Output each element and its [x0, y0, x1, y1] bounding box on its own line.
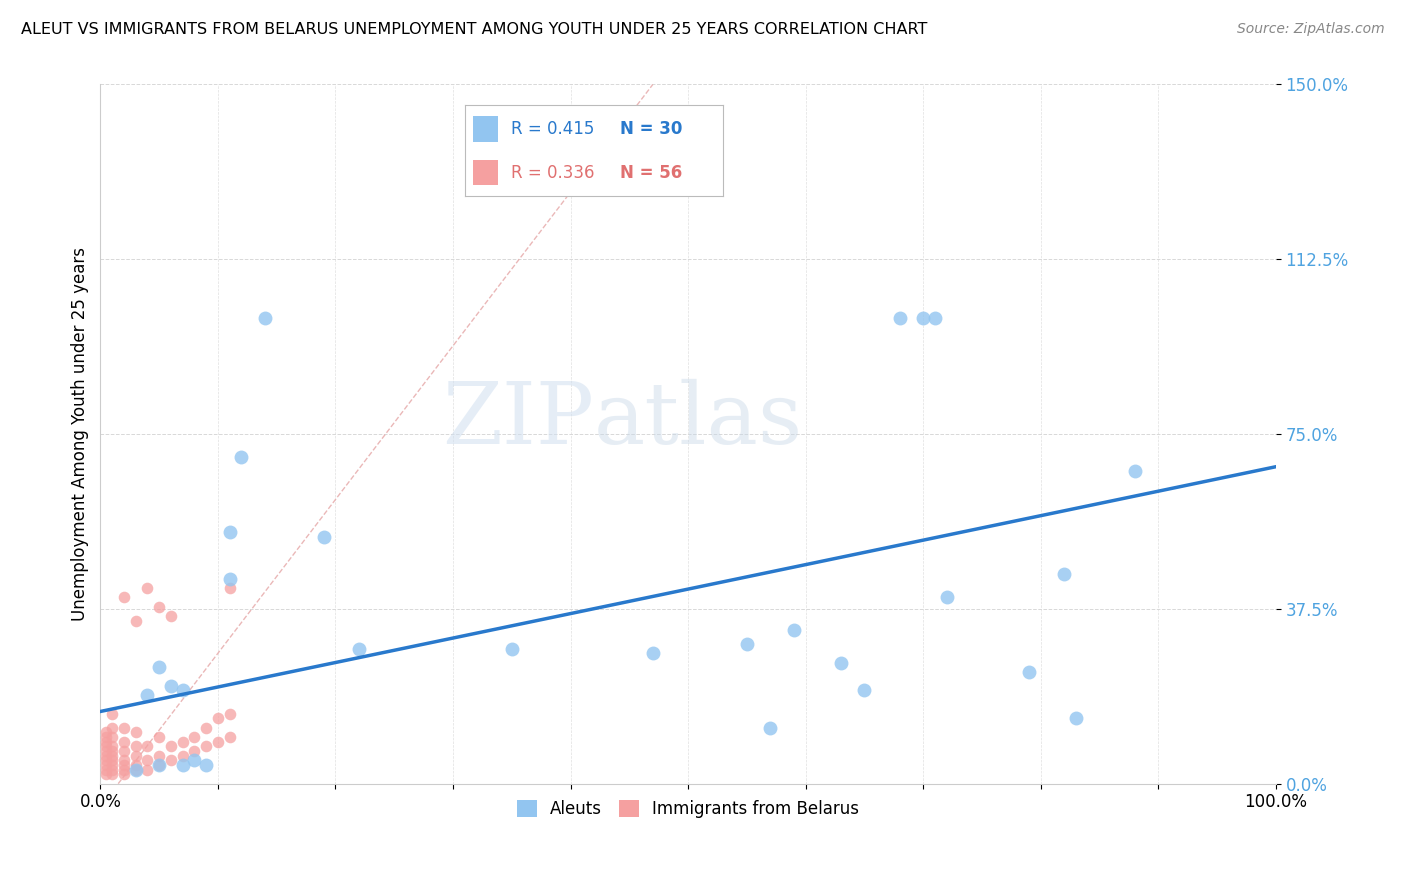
Point [101, 748, 124, 763]
Point [101, 730, 124, 744]
Point [830, 656, 852, 670]
Point [735, 637, 758, 651]
Point [96, 744, 118, 758]
Point [1123, 464, 1146, 478]
Point [112, 721, 135, 735]
Point [1053, 566, 1076, 581]
Point [112, 753, 135, 767]
Point [160, 739, 183, 754]
Point [124, 725, 146, 739]
Text: ZIP: ZIP [441, 378, 595, 462]
Point [207, 711, 229, 725]
Point [160, 679, 183, 693]
Point [853, 683, 876, 698]
Point [96, 725, 118, 739]
Point [501, 641, 523, 656]
Point [101, 721, 124, 735]
Legend: Aleuts, Immigrants from Belarus: Aleuts, Immigrants from Belarus [510, 793, 866, 824]
Point [231, 450, 253, 465]
Point [183, 744, 205, 758]
Point [783, 623, 806, 637]
Point [148, 730, 170, 744]
Point [195, 758, 218, 772]
Point [1018, 665, 1040, 679]
Text: ALEUT VS IMMIGRANTS FROM BELARUS UNEMPLOYMENT AMONG YOUTH UNDER 25 YEARS CORRELA: ALEUT VS IMMIGRANTS FROM BELARUS UNEMPLO… [21, 22, 928, 37]
Point [96, 748, 118, 763]
Point [935, 591, 957, 605]
Point [124, 739, 146, 754]
Point [96, 763, 118, 777]
Point [889, 310, 911, 325]
Point [641, 646, 664, 660]
Point [112, 758, 135, 772]
Point [172, 735, 194, 749]
Point [112, 767, 135, 781]
Point [218, 730, 240, 744]
Point [124, 748, 146, 763]
Point [183, 730, 205, 744]
Point [912, 310, 935, 325]
Point [96, 739, 118, 754]
Point [218, 581, 240, 595]
Point [148, 758, 170, 772]
Point [160, 753, 183, 767]
Point [124, 763, 146, 777]
Point [148, 599, 170, 614]
Point [112, 735, 135, 749]
Point [101, 758, 124, 772]
Point [136, 739, 159, 754]
Point [112, 591, 135, 605]
Point [183, 753, 205, 767]
Text: atlas: atlas [595, 378, 803, 462]
Point [195, 739, 218, 754]
Point [218, 572, 240, 586]
Point [148, 758, 170, 772]
Point [160, 608, 183, 623]
Point [207, 735, 229, 749]
Point [112, 744, 135, 758]
Point [172, 683, 194, 698]
Point [112, 763, 135, 777]
Point [101, 753, 124, 767]
Point [148, 660, 170, 674]
Point [96, 767, 118, 781]
Y-axis label: Unemployment Among Youth under 25 years: Unemployment Among Youth under 25 years [72, 247, 89, 621]
Point [101, 763, 124, 777]
Point [148, 748, 170, 763]
Point [136, 581, 159, 595]
Point [96, 735, 118, 749]
Point [195, 721, 218, 735]
Point [101, 744, 124, 758]
Point [172, 748, 194, 763]
Point [218, 524, 240, 539]
Point [136, 753, 159, 767]
Point [218, 706, 240, 721]
Point [136, 763, 159, 777]
Point [124, 758, 146, 772]
Text: Source: ZipAtlas.com: Source: ZipAtlas.com [1237, 22, 1385, 37]
Point [924, 310, 946, 325]
Point [101, 706, 124, 721]
Point [96, 753, 118, 767]
Point [172, 758, 194, 772]
Point [253, 310, 276, 325]
Point [136, 688, 159, 702]
Point [124, 763, 146, 777]
Point [759, 721, 782, 735]
Point [312, 530, 335, 544]
Point [124, 614, 146, 628]
Point [96, 730, 118, 744]
Point [1064, 711, 1087, 725]
Point [347, 641, 370, 656]
Point [101, 739, 124, 754]
Point [96, 758, 118, 772]
Point [101, 767, 124, 781]
